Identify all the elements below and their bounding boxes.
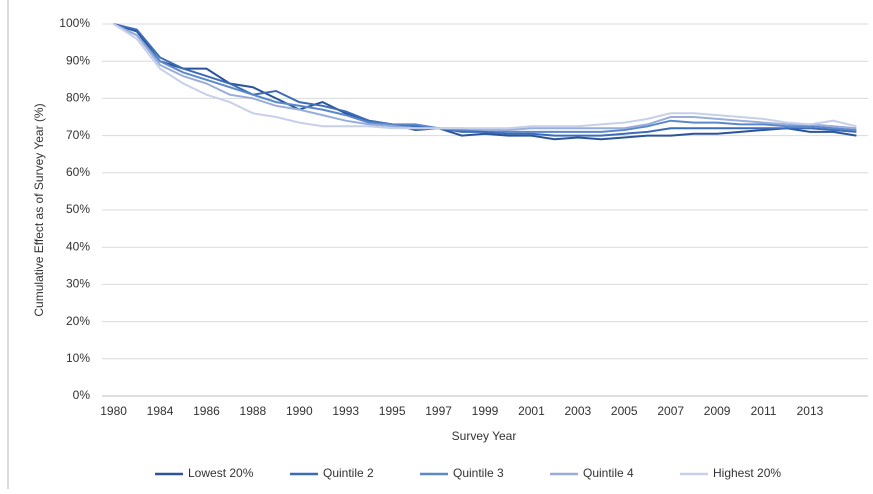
x-tick-label: 2003 bbox=[564, 404, 591, 418]
x-axis-title: Survey Year bbox=[452, 429, 517, 443]
x-tick-label: 2011 bbox=[751, 404, 777, 418]
y-tick-label: 50% bbox=[66, 202, 90, 216]
legend-label: Highest 20% bbox=[713, 466, 781, 480]
y-tick-label: 100% bbox=[59, 16, 90, 30]
x-tick-label: 2013 bbox=[797, 404, 824, 418]
y-tick-label: 10% bbox=[66, 351, 90, 365]
x-tick-label: 1995 bbox=[379, 404, 406, 418]
y-tick-label: 20% bbox=[66, 314, 90, 328]
x-tick-label: 1984 bbox=[147, 404, 174, 418]
x-tick-label: 2007 bbox=[657, 404, 684, 418]
legend-label: Quintile 2 bbox=[323, 466, 374, 480]
legend-label: Lowest 20% bbox=[188, 466, 254, 480]
x-tick-label: 1986 bbox=[193, 404, 220, 418]
y-tick-label: 70% bbox=[66, 128, 90, 142]
x-tick-label: 1993 bbox=[332, 404, 359, 418]
legend-label: Quintile 3 bbox=[453, 466, 504, 480]
y-tick-label: 80% bbox=[66, 91, 90, 105]
y-tick-label: 40% bbox=[66, 239, 90, 253]
series-line bbox=[113, 23, 857, 137]
y-tick-label: 60% bbox=[66, 165, 90, 179]
x-tick-label: 1980 bbox=[100, 404, 127, 418]
x-tick-label: 1999 bbox=[472, 404, 499, 418]
x-tick-label: 1997 bbox=[425, 404, 452, 418]
series-line bbox=[113, 23, 857, 131]
y-tick-label: 30% bbox=[66, 277, 90, 291]
x-tick-label: 1988 bbox=[240, 404, 267, 418]
x-tick-label: 2009 bbox=[704, 404, 731, 418]
series-line bbox=[113, 23, 857, 133]
x-tick-label: 2005 bbox=[611, 404, 638, 418]
y-tick-label: 90% bbox=[66, 53, 90, 67]
y-tick-label: 0% bbox=[73, 388, 91, 402]
series-line bbox=[113, 23, 857, 130]
x-tick-label: 1990 bbox=[286, 404, 313, 418]
x-tick-label: 2001 bbox=[518, 404, 545, 418]
legend-label: Quintile 4 bbox=[583, 466, 634, 480]
series-line bbox=[113, 23, 857, 141]
y-axis-title: Cumulative Effect as of Survey Year (%) bbox=[32, 103, 46, 316]
